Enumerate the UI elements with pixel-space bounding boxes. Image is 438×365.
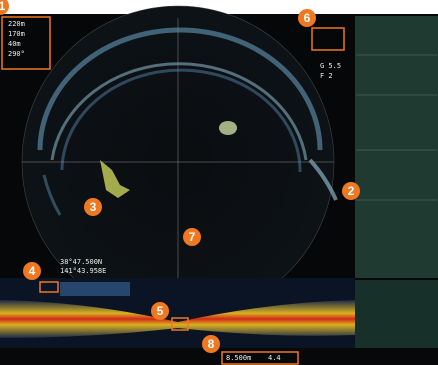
side-panel [355, 16, 438, 278]
readout: 220m [8, 20, 25, 28]
readout: 40m [8, 40, 21, 48]
echo-patch [60, 282, 130, 296]
readout: 8.500m [226, 354, 251, 362]
highlight-boxes [1, 16, 345, 365]
readout: 290° [8, 50, 25, 58]
readout: F 2 [320, 72, 333, 80]
fish-school [100, 160, 130, 198]
readout: 141°43.958E [60, 267, 106, 275]
seabed-echo [0, 300, 355, 338]
callout-label: 1 [0, 0, 6, 13]
callout-label: 7 [189, 230, 196, 244]
callout-label: 4 [29, 264, 36, 278]
side-panel-lower [355, 280, 438, 350]
readout: 4.4 [268, 354, 281, 362]
callout-label: 8 [208, 337, 215, 351]
readout: 38°47.500N [60, 258, 102, 266]
echo-rings [37, 27, 338, 216]
callout-label: 6 [304, 11, 311, 25]
callout-label: 3 [90, 200, 97, 214]
readout: G 5.5 [320, 62, 341, 70]
readout: 170m [8, 30, 25, 38]
fish-school [219, 121, 237, 135]
callouts: 1 2 3 4 5 6 7 8 [0, 0, 360, 353]
callout-label: 5 [157, 304, 164, 318]
callout-label: 2 [348, 184, 355, 198]
status-bar [0, 348, 438, 365]
